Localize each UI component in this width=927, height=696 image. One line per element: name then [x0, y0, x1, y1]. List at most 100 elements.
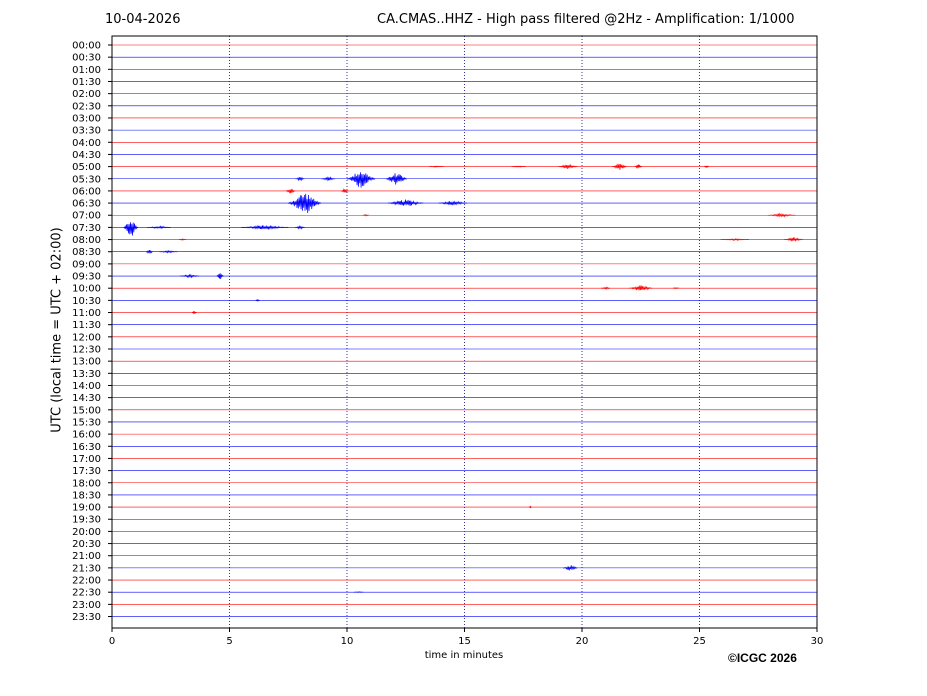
y-tick-label: 14:30: [72, 393, 101, 404]
y-tick-label: 13:00: [72, 357, 101, 368]
plot-frame: [111, 35, 818, 629]
y-tick-label: 06:00: [72, 186, 101, 197]
seismic-event: [288, 193, 322, 213]
y-tick-label: 07:30: [72, 223, 101, 234]
seismic-event: [362, 213, 370, 217]
y-tick-label: 15:30: [72, 417, 101, 428]
seismic-event: [191, 310, 197, 315]
seismic-event: [255, 299, 261, 302]
y-tick-label: 16:00: [72, 430, 101, 441]
seismic-event: [340, 188, 349, 193]
y-tick-label: 12:00: [72, 332, 101, 343]
seismic-event: [704, 165, 710, 168]
y-tick-label: 08:30: [72, 247, 101, 258]
seismic-event: [178, 238, 187, 241]
seismic-event: [528, 505, 532, 509]
y-tick-label: 20:30: [72, 539, 101, 550]
seismic-event: [511, 165, 526, 168]
seismic-event: [285, 188, 296, 194]
y-tick-label: 07:00: [72, 211, 101, 222]
y-tick-label: 03:30: [72, 126, 101, 137]
y-tick-label: 08:00: [72, 235, 101, 246]
x-tick-label: 15: [458, 636, 471, 647]
y-tick-label: 06:30: [72, 199, 101, 210]
y-tick-label: 10:00: [72, 284, 101, 295]
x-tick-label: 5: [226, 636, 232, 647]
seismic-event: [354, 591, 364, 593]
seismic-event: [295, 225, 305, 230]
x-tick-label: 0: [109, 636, 115, 647]
seismic-event: [180, 273, 199, 279]
copyright-label: ©ICGC 2026: [728, 651, 797, 665]
x-axis-label: time in minutes: [424, 650, 504, 661]
seismic-event: [145, 249, 154, 254]
date-label: 10-04-2026: [105, 12, 181, 27]
seismic-event: [563, 565, 578, 571]
seismic-event: [438, 200, 467, 206]
chart-title: CA.CMAS..HHZ - High pass filtered @2Hz -…: [377, 12, 795, 27]
y-tick-label: 18:00: [72, 478, 101, 489]
y-tick-label: 00:30: [72, 53, 101, 64]
y-tick-label: 17:00: [72, 454, 101, 465]
seismic-event: [429, 165, 444, 168]
x-ticks: 0 5 10 15 20 25 30: [109, 628, 824, 647]
x-tick-label: 30: [811, 636, 824, 647]
seismic-event: [147, 225, 171, 230]
seismic-event: [385, 173, 408, 185]
seismic-event: [672, 287, 680, 290]
y-tick-label: 03:00: [72, 113, 101, 124]
x-tick-label: 10: [341, 636, 354, 647]
y-tick-label: 11:30: [72, 320, 101, 331]
seismic-events: [123, 163, 803, 593]
seismic-event: [612, 163, 627, 170]
grid-lines: [229, 36, 700, 628]
y-tick-label: 02:00: [72, 89, 101, 100]
seismic-event: [158, 249, 178, 254]
y-tick-label: 04:30: [72, 150, 101, 161]
y-tick-label: 20:00: [72, 527, 101, 538]
y-tick-label: 16:30: [72, 442, 101, 453]
seismic-event: [123, 222, 139, 236]
seismic-event: [346, 172, 376, 188]
seismic-event: [321, 176, 336, 182]
y-tick-label: 19:00: [72, 503, 101, 514]
y-tick-label: 02:30: [72, 101, 101, 112]
seismic-event: [784, 236, 803, 242]
y-tick-label: 00:00: [72, 41, 101, 52]
y-tick-label: 11:00: [72, 308, 101, 319]
y-tick-label: 04:00: [72, 138, 101, 149]
seismic-event: [295, 176, 305, 182]
seismic-event: [600, 286, 611, 290]
y-tick-label: 22:00: [72, 576, 101, 587]
y-tick-label: 21:00: [72, 551, 101, 562]
trace-lines: [112, 44, 817, 617]
y-tick-label: 23:30: [72, 612, 101, 623]
seismic-event: [628, 285, 653, 291]
y-tick-label: 17:30: [72, 466, 101, 477]
seismic-event: [767, 212, 796, 218]
seismic-event: [216, 273, 224, 280]
y-tick-label: 23:00: [72, 600, 101, 611]
y-tick-label: 21:30: [72, 563, 101, 574]
seismic-event: [634, 164, 643, 169]
y-tick-label: 12:30: [72, 345, 101, 356]
y-tick-label: 18:30: [72, 490, 101, 501]
y-tick-label: 22:30: [72, 588, 101, 599]
seismic-event: [558, 163, 578, 170]
y-tick-label: 01:00: [72, 65, 101, 76]
x-tick-label: 25: [693, 636, 706, 647]
y-tick-label: 01:30: [72, 77, 101, 88]
y-tick-label: 05:30: [72, 174, 101, 185]
y-tick-label: 19:30: [72, 515, 101, 526]
y-tick-label: 15:00: [72, 405, 101, 416]
seismic-event: [720, 238, 749, 241]
y-tick-label: 09:30: [72, 272, 101, 283]
y-tick-label: 14:00: [72, 381, 101, 392]
seismic-event: [387, 199, 424, 207]
y-tick-label: 05:00: [72, 162, 101, 173]
y-tick-label: 10:30: [72, 296, 101, 307]
seismic-event: [241, 224, 289, 231]
x-tick-label: 20: [576, 636, 589, 647]
